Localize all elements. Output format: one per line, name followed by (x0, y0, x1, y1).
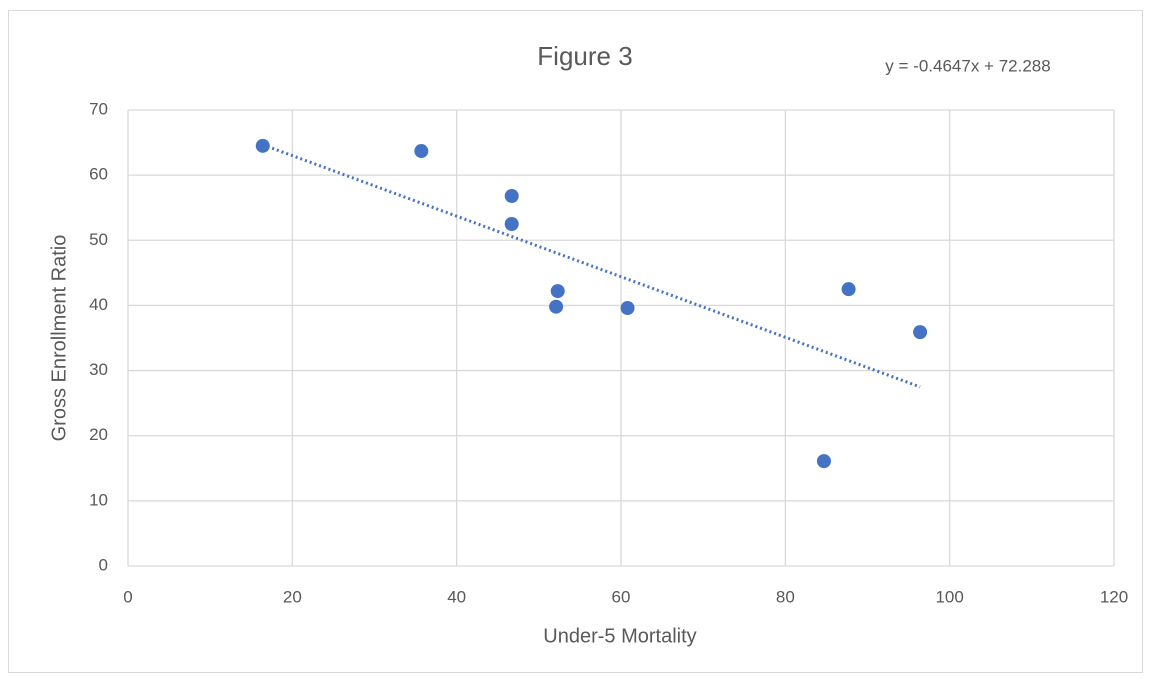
x-tick-label: 20 (283, 587, 302, 606)
data-point (550, 284, 565, 299)
x-tick-label: 80 (776, 587, 795, 606)
data-point (913, 325, 928, 340)
y-tick-label: 0 (99, 555, 108, 574)
y-tick-label: 10 (89, 490, 108, 509)
y-axis-label: Gross Enrollment Ratio (48, 235, 70, 442)
x-tick-label: 40 (447, 587, 466, 606)
y-tick-label: 40 (89, 295, 108, 314)
y-tick-label: 20 (89, 425, 108, 444)
chart-border (8, 10, 1143, 673)
data-point (816, 454, 831, 469)
x-axis-label: Under-5 Mortality (543, 625, 696, 647)
y-tick-label: 70 (89, 99, 108, 118)
y-tick-label: 60 (89, 165, 108, 184)
data-point (620, 301, 635, 316)
chart-title: Figure 3 (537, 41, 632, 71)
data-point (414, 144, 429, 159)
data-point (549, 299, 564, 314)
y-tick-label: 30 (89, 360, 108, 379)
y-tick-label: 50 (89, 230, 108, 249)
data-point (504, 217, 519, 231)
data-point (504, 188, 519, 203)
x-tick-label: 100 (935, 587, 963, 606)
x-tick-label: 60 (612, 587, 631, 606)
data-point (255, 138, 270, 153)
x-tick-label: 120 (1100, 587, 1128, 606)
data-point (841, 282, 856, 297)
trendline-equation: y = -0.4647x + 72.288 (885, 56, 1050, 75)
trendline (262, 143, 921, 389)
x-tick-label: 0 (123, 587, 132, 606)
